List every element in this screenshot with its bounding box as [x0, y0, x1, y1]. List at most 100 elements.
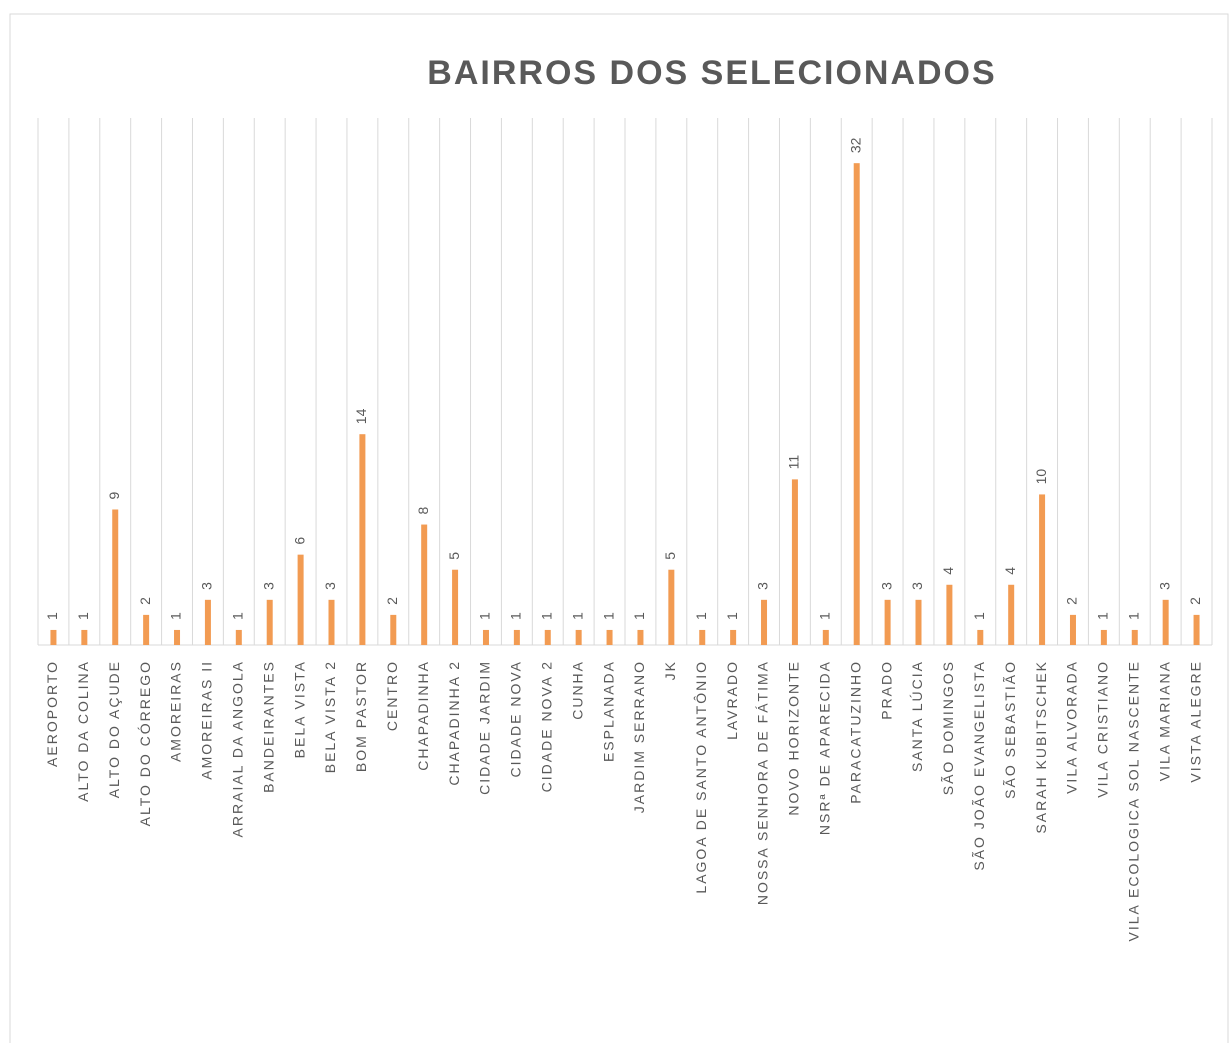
- bar: [266, 599, 273, 645]
- x-tick-label: NOSSA SENHORA DE FÁTIMA: [755, 660, 771, 905]
- x-tick-label: JK: [662, 660, 678, 680]
- x-tick-label: VILA MARIANA: [1156, 660, 1172, 781]
- x-tick-label: ARRAIAL DA ANGOLA: [230, 660, 246, 837]
- data-label: 1: [971, 612, 987, 620]
- bar: [884, 599, 891, 645]
- x-tick-label: VILA ECOLOGICA SOL NASCENTE: [1125, 660, 1141, 941]
- data-label: 1: [569, 612, 585, 620]
- x-tick-label: CIDADE NOVA 2: [538, 660, 554, 792]
- bar: [1008, 584, 1015, 645]
- x-tick-label: ALTO DO AÇUDE: [106, 660, 122, 798]
- x-tick-label: ESPLANADA: [600, 660, 616, 762]
- bar: [699, 629, 706, 645]
- bar: [1131, 629, 1138, 645]
- x-tick-label: CIDADE NOVA: [508, 660, 524, 777]
- bar: [575, 629, 582, 645]
- chart-border: [9, 13, 1229, 1043]
- data-label: 14: [353, 408, 369, 424]
- x-tick-label: BELA VISTA 2: [322, 660, 338, 773]
- x-tick-label: SARAH KUBITSCHEK: [1033, 660, 1049, 834]
- data-label: 1: [1095, 612, 1111, 620]
- data-label: 3: [878, 582, 894, 590]
- x-tick-label: NSRª DE APARECIDA: [817, 660, 833, 835]
- x-tick-label: LAGOA DE SANTO ANTÔNIO: [693, 660, 709, 894]
- bar: [668, 569, 675, 645]
- data-label: 9: [106, 491, 122, 499]
- bar: [1039, 494, 1046, 645]
- data-label: 2: [1187, 597, 1203, 605]
- x-tick-label: CHAPADINHA 2: [446, 660, 462, 786]
- data-label: 2: [1064, 597, 1080, 605]
- x-tick-label: ALTO DO CÓRREGO: [137, 660, 153, 826]
- bar: [50, 629, 57, 645]
- bar: [606, 629, 613, 645]
- data-label: 1: [817, 612, 833, 620]
- x-tick-label: JARDIM SERRANO: [631, 660, 647, 813]
- data-label: 3: [755, 582, 771, 590]
- x-tick-label: VILA CRISTIANO: [1095, 660, 1111, 798]
- bar: [761, 599, 768, 645]
- data-label: 5: [446, 552, 462, 560]
- bar: [637, 629, 644, 645]
- chart-title: BAIRROS DOS SELECIONADOS: [427, 54, 996, 92]
- x-tick-label: AMOREIRAS: [168, 660, 184, 762]
- bar: [791, 479, 798, 645]
- x-tick-label: CHAPADINHA: [415, 660, 431, 771]
- x-tick-label: BOM PASTOR: [353, 660, 369, 772]
- data-label: 1: [75, 612, 91, 620]
- x-tick-label: AMOREIRAS II: [199, 660, 215, 780]
- x-tick-label: AEROPORTO: [44, 660, 60, 767]
- bar: [544, 629, 551, 645]
- bar: [1069, 614, 1076, 645]
- data-label: 3: [260, 582, 276, 590]
- x-tick-label: NOVO HORIZONTE: [786, 660, 802, 816]
- data-label: 2: [137, 597, 153, 605]
- data-label: 1: [168, 612, 184, 620]
- x-tick-label: SÃO JOÃO EVANGELISTA: [971, 660, 987, 871]
- x-tick-label: CUNHA: [569, 660, 585, 720]
- bar: [390, 614, 397, 645]
- bar: [946, 584, 953, 645]
- data-label: 3: [1156, 582, 1172, 590]
- data-label: 1: [477, 612, 493, 620]
- data-label: 8: [415, 507, 431, 515]
- data-label: 1: [44, 612, 60, 620]
- bar: [1162, 599, 1169, 645]
- data-label: 6: [291, 537, 307, 545]
- bar: [359, 434, 366, 645]
- x-tick-label: CIDADE JARDIM: [477, 660, 493, 795]
- data-label: 4: [940, 567, 956, 575]
- x-tick-label: SÃO SEBASTIÃO: [1002, 660, 1018, 799]
- x-tick-label: BELA VISTA: [291, 660, 307, 758]
- data-label: 3: [909, 582, 925, 590]
- bar: [1100, 629, 1107, 645]
- x-tick-label: ALTO DA COLINA: [75, 660, 91, 802]
- data-label: 1: [600, 612, 616, 620]
- bar: [513, 629, 520, 645]
- bar: [1193, 614, 1200, 645]
- data-label: 1: [631, 612, 647, 620]
- bar: [977, 629, 984, 645]
- x-tick-label: BANDEIRANTES: [260, 660, 276, 793]
- bar: [112, 509, 119, 645]
- bar: [328, 599, 335, 645]
- data-label: 1: [1125, 612, 1141, 620]
- data-label: 1: [724, 612, 740, 620]
- bar: [452, 569, 459, 645]
- x-tick-label: PRADO: [878, 660, 894, 720]
- bar: [174, 629, 181, 645]
- data-label: 1: [538, 612, 554, 620]
- x-tick-label: VILA ALVORADA: [1064, 660, 1080, 794]
- bar: [822, 629, 829, 645]
- bar: [915, 599, 922, 645]
- data-label: 1: [230, 612, 246, 620]
- data-label: 5: [662, 552, 678, 560]
- bar: [297, 554, 304, 645]
- x-tick-label: SANTA LÚCIA: [909, 660, 925, 772]
- bar: [421, 524, 428, 645]
- x-tick-label: SÃO DOMINGOS: [940, 660, 956, 795]
- data-label: 3: [322, 582, 338, 590]
- data-label: 2: [384, 597, 400, 605]
- bar: [143, 614, 150, 645]
